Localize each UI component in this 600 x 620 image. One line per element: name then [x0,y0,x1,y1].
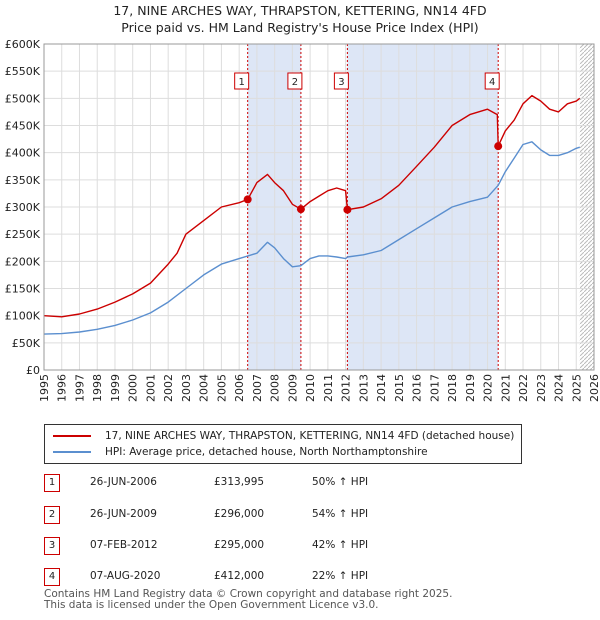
y-tick-label: £0 [26,364,40,377]
y-tick-label: £550K [5,65,41,78]
y-tick-label: £50K [12,337,41,350]
y-tick-label: £350K [5,174,41,187]
footer-line-2: This data is licensed under the Open Gov… [44,599,379,611]
x-tick-label: 2025 [570,374,583,402]
x-tick-label: 1997 [73,374,86,402]
transaction-badge: 1 [44,474,60,492]
y-tick-label: £500K [5,92,41,105]
annotation-label: 1 [238,77,244,88]
y-tick-label: £450K [5,120,41,133]
x-tick-label: 2022 [517,374,530,402]
y-tick-label: £200K [5,255,41,268]
property-price-line [43,94,581,318]
x-tick-label: 2017 [428,374,441,402]
grid-lines [43,43,595,371]
x-tick-label: 2018 [446,374,459,402]
x-tick-label: 2007 [251,374,264,402]
legend-item-property: 17, NINE ARCHES WAY, THRAPSTON, KETTERIN… [53,428,514,444]
transaction-date: 26-JUN-2006 [90,476,157,488]
table-row: 3 07-FEB-2012 £295,000 42% ↑ HPI [44,537,564,555]
x-tick-label: 2002 [162,374,175,402]
x-tick-label: 2024 [553,374,566,402]
legend-swatch-property [53,435,91,437]
y-tick-label: £250K [5,228,41,241]
x-tick-label: 2019 [464,374,477,402]
legend-item-hpi: HPI: Average price, detached house, Nort… [53,444,428,460]
x-tick-label: 2003 [180,374,193,402]
legend-label-property: 17, NINE ARCHES WAY, THRAPSTON, KETTERIN… [105,430,515,442]
chart-title: 17, NINE ARCHES WAY, THRAPSTON, KETTERIN… [0,2,600,36]
x-tick-label: 1999 [109,374,122,402]
transaction-date: 07-FEB-2012 [90,539,158,551]
x-tick-label: 2021 [499,374,512,402]
y-tick-label: £300K [5,201,41,214]
x-tick-label: 2000 [127,374,140,402]
x-tick-label: 2014 [375,374,388,402]
price-chart: £0 £50K £100K £150K £200K £250K £300K £350K £400… [5,38,600,402]
x-tick-label: 1995 [38,374,51,402]
sale-point [343,205,352,214]
transaction-hpi: 54% ↑ HPI [312,508,369,520]
hpi-line [43,141,581,335]
transaction-badge: 2 [44,506,60,524]
transaction-hpi: 50% ↑ HPI [312,476,369,488]
x-tick-label: 1998 [91,374,104,402]
y-tick-label: £600K [5,38,41,51]
axes: £0 £50K £100K £150K £200K £250K £300K £350K £400… [5,38,600,402]
sale-point [296,205,305,214]
x-tick-label: 2020 [482,374,495,402]
transaction-badge: 4 [44,568,60,586]
plot-frame [43,43,595,371]
x-tick-label: 2016 [411,374,424,402]
annotation-box [484,72,500,90]
annotation-box [333,72,349,90]
x-tick-label: 2011 [322,374,335,402]
x-tick-label: 2026 [588,374,600,402]
transaction-price: £412,000 [214,570,265,582]
transaction-hpi: 42% ↑ HPI [312,539,369,551]
transaction-price: £313,995 [214,476,265,488]
x-tick-label: 2005 [215,374,228,402]
transaction-badge: 3 [44,537,60,555]
transaction-price: £296,000 [214,508,265,520]
x-tick-label: 2008 [269,374,282,402]
annotation-box [287,72,303,90]
transaction-hpi: 22% ↑ HPI [312,570,369,582]
x-tick-label: 2023 [535,374,548,402]
sale-point [494,142,503,151]
x-tick-label: 2001 [144,374,157,402]
table-row: 4 07-AUG-2020 £412,000 22% ↑ HPI [44,568,564,586]
x-tick-label: 2010 [304,374,317,402]
y-tick-label: £150K [5,283,41,296]
transaction-price: £295,000 [214,539,265,551]
y-tick-label: £400K [5,147,41,160]
x-tick-label: 2012 [340,374,353,402]
annotation-label: 3 [338,77,344,88]
y-tick-label: £100K [5,310,41,323]
legend-label-hpi: HPI: Average price, detached house, Nort… [105,446,428,458]
transaction-date: 26-JUN-2009 [90,508,157,520]
table-row: 1 26-JUN-2006 £313,995 50% ↑ HPI [44,474,564,492]
transaction-date: 07-AUG-2020 [90,570,161,582]
table-row: 2 26-JUN-2009 £296,000 54% ↑ HPI [44,506,564,524]
x-tick-label: 2013 [357,374,370,402]
x-tick-label: 2004 [198,374,211,402]
legend-swatch-hpi [53,451,91,453]
legend: 17, NINE ARCHES WAY, THRAPSTON, KETTERIN… [44,424,522,464]
annotation-label: 2 [292,77,298,88]
annotation-label: 4 [489,77,495,88]
series-lines [43,94,581,335]
x-tick-label: 2015 [393,374,406,402]
x-tick-label: 2009 [286,374,299,402]
title-line-2: Price paid vs. HM Land Registry's House … [121,20,479,35]
annotation-boxes: 1 2 3 4 [234,72,500,90]
footer-line-1: Contains HM Land Registry data © Crown c… [44,588,453,600]
annotation-box [234,72,250,90]
title-line-1: 17, NINE ARCHES WAY, THRAPSTON, KETTERIN… [113,3,487,18]
x-tick-label: 2006 [233,374,246,402]
footer: Contains HM Land Registry data © Crown c… [44,589,452,611]
x-tick-label: 1996 [56,374,69,402]
sale-point [243,195,252,204]
